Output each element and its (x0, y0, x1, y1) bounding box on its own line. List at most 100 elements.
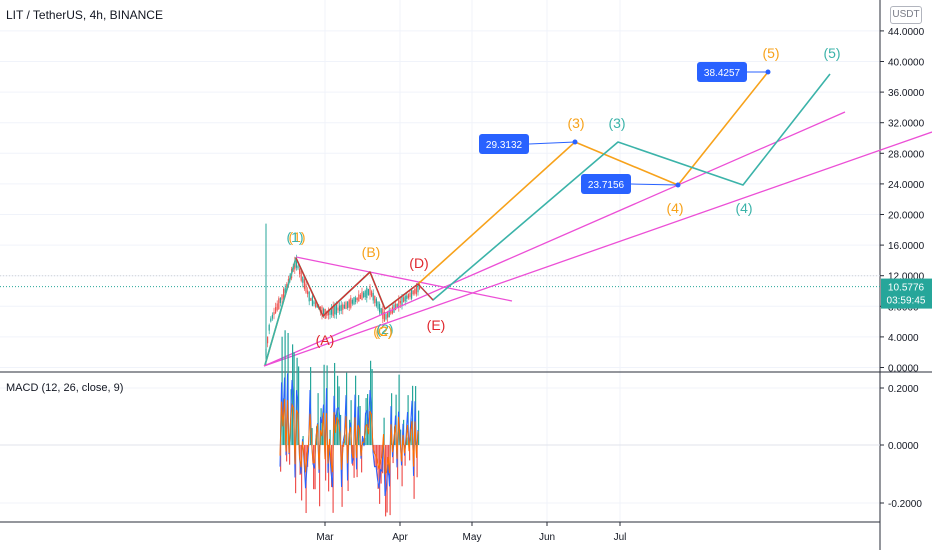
macd-histogram-bar (416, 445, 418, 478)
time-axis-label: Mar (316, 532, 334, 543)
macd-histogram-bar (289, 445, 291, 465)
candle-body (305, 283, 307, 293)
macd-histogram-bar (329, 429, 331, 445)
candle-body (279, 297, 281, 303)
price-axis-label: 24.0000 (888, 180, 925, 191)
candle-body (299, 268, 301, 275)
triangle-D-label: (D) (409, 255, 428, 271)
macd-histogram-bar (296, 357, 298, 445)
price-axis-label: 0.0000 (888, 364, 919, 375)
candle-body (385, 314, 387, 320)
price-axis-label: 32.0000 (888, 119, 925, 130)
candle-body (343, 304, 345, 309)
candle-body (366, 287, 368, 299)
chart-title: LIT / TetherUS, 4h, BINANCE (6, 8, 163, 22)
candle-body (399, 301, 401, 304)
teal-wave-3-label: (3) (608, 115, 625, 131)
macd-histogram-bar (418, 410, 420, 445)
macd-histogram-bar (385, 445, 387, 517)
orange-wave-2-label: (2) (375, 323, 392, 339)
candle-body (358, 294, 360, 302)
time-axis-label: May (463, 532, 482, 543)
candle-body (337, 307, 339, 311)
macd-histogram-bar (404, 445, 406, 466)
triangle-upper-boundary (295, 256, 513, 302)
price-callout-box (479, 134, 529, 154)
bar-countdown-label: 03:59:45 (887, 296, 926, 307)
macd-histogram-bar (320, 408, 322, 445)
last-price-badge (881, 278, 932, 309)
candle-body (340, 304, 342, 311)
candle-body (335, 304, 337, 315)
candle-body (406, 295, 408, 300)
macd-histogram-bar (374, 445, 376, 468)
candle-body (371, 291, 373, 297)
candle-body (390, 310, 392, 314)
orange-elliott-wave (264, 71, 769, 366)
time-axis-label: Apr (392, 532, 408, 543)
candle-body (415, 285, 417, 295)
macd-histogram-bar (344, 434, 346, 445)
price-axis-label: 20.0000 (888, 211, 925, 222)
candle-body (356, 297, 358, 301)
candle-body (271, 314, 273, 319)
orange-wave-4-label: (4) (666, 200, 683, 216)
price-callout-box (581, 174, 631, 194)
candle-body (414, 288, 416, 294)
currency-selector[interactable]: USDT (890, 6, 922, 24)
teal-wave-2-label: (2) (376, 321, 393, 337)
candle-body (339, 305, 341, 312)
macd-histogram-bar (343, 445, 345, 447)
candle-body (307, 290, 309, 295)
candle-body (388, 309, 390, 318)
triangle-E-label: (E) (427, 317, 446, 333)
candle-body (355, 297, 357, 303)
candle-body (275, 307, 277, 314)
macd-histogram-bar (350, 400, 352, 445)
macd-histogram-bar (338, 386, 340, 445)
candle-body (377, 301, 379, 309)
candle-body (297, 265, 299, 269)
candle-body (323, 308, 325, 317)
macd-histogram-bar (293, 352, 295, 445)
candle-body (379, 303, 381, 313)
macd-histogram-bar (302, 436, 304, 445)
macd-histogram-bar (325, 445, 327, 481)
time-axis-label: Jun (539, 532, 555, 543)
candle-body (398, 299, 400, 308)
price-axis-label: 12.0000 (888, 272, 925, 283)
candle-body (363, 292, 365, 298)
candle-body (350, 297, 352, 308)
candle-body (372, 292, 374, 301)
candle-body (409, 292, 411, 298)
macd-histogram-bar (380, 445, 382, 484)
candle-body (380, 308, 382, 314)
candle-body (327, 309, 329, 316)
candle-body (283, 288, 285, 299)
candle-body (374, 295, 376, 304)
macd-histogram-bar (292, 344, 294, 445)
candle-body (278, 298, 280, 309)
candle-body (334, 306, 336, 315)
candle-body (369, 286, 371, 296)
price-axis-label: 44.0000 (888, 27, 925, 38)
candle-body (342, 304, 344, 310)
candle-body (417, 284, 419, 293)
candle-body (367, 289, 369, 295)
time-axis-label: Jul (614, 532, 627, 543)
trendline-lower-channel (263, 131, 932, 367)
candle-body (375, 298, 377, 307)
macd-histogram-bar (353, 445, 355, 478)
candle-body (273, 312, 275, 315)
candle-body (347, 301, 349, 309)
macd-histogram-bar (314, 445, 316, 490)
price-callout-dot (572, 139, 578, 145)
candle-body (270, 318, 272, 322)
candle-body (265, 348, 267, 356)
macd-histogram-bar (301, 445, 303, 501)
triangle-C-label: (C) (373, 323, 392, 339)
macd-indicator-title[interactable]: MACD (12, 26, close, 9) (6, 382, 124, 394)
candle-body (383, 311, 385, 322)
